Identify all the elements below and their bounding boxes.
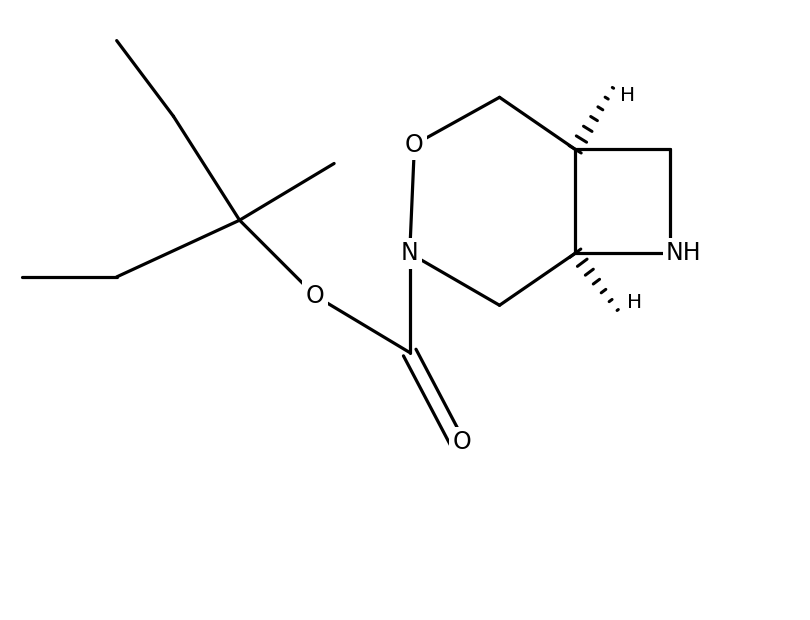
Text: N: N (401, 241, 419, 265)
Text: H: H (627, 293, 642, 312)
Text: NH: NH (666, 241, 701, 265)
Text: O: O (452, 430, 471, 454)
Text: O: O (405, 133, 424, 157)
Text: O: O (306, 284, 325, 308)
Text: H: H (620, 86, 635, 105)
